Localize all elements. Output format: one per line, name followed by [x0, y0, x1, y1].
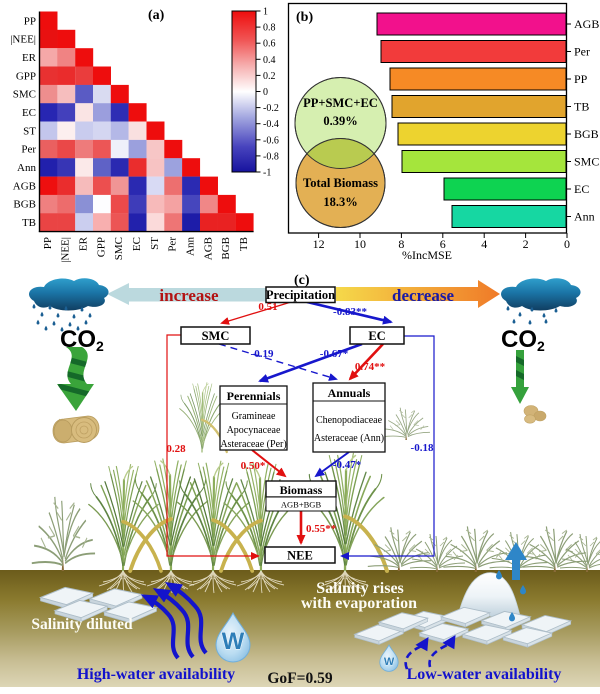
svg-text:2: 2 [523, 237, 529, 251]
svg-text:Low-water availability: Low-water availability [407, 666, 562, 683]
svg-text:-0.8: -0.8 [263, 151, 279, 162]
svg-text:AGB: AGB [574, 17, 599, 31]
svg-text:0.4: 0.4 [263, 55, 276, 66]
svg-text:PP: PP [24, 15, 36, 27]
svg-text:Asteraceae (Ann): Asteraceae (Ann) [314, 433, 384, 444]
svg-text:0: 0 [263, 87, 268, 98]
svg-text:GoF=0.59: GoF=0.59 [267, 670, 332, 687]
svg-text:W: W [384, 656, 395, 668]
svg-text:Ann: Ann [185, 237, 197, 256]
svg-text:EC: EC [131, 237, 143, 251]
svg-text:AGB: AGB [202, 237, 214, 260]
svg-text:Apocynaceae: Apocynaceae [227, 425, 281, 436]
svg-text:0.39%: 0.39% [323, 114, 357, 128]
svg-text:Biomass: Biomass [280, 483, 323, 497]
svg-text:decrease: decrease [392, 286, 454, 305]
svg-text:CO2: CO2 [501, 326, 545, 354]
svg-text:PP: PP [42, 237, 54, 249]
svg-text:Per: Per [167, 237, 179, 252]
svg-text:-0.18: -0.18 [411, 442, 434, 454]
svg-text:High-water availability: High-water availability [77, 666, 235, 683]
svg-text:%IncMSE: %IncMSE [402, 248, 452, 262]
svg-text:Perennials: Perennials [227, 389, 281, 403]
svg-text:increase: increase [159, 286, 219, 305]
svg-text:(a): (a) [148, 8, 165, 23]
svg-text:PP+SMC+EC: PP+SMC+EC [303, 96, 378, 110]
svg-text:SMC: SMC [13, 89, 36, 101]
svg-text:Salinity rises: Salinity rises [316, 580, 404, 597]
svg-text:0.28: 0.28 [166, 443, 186, 455]
svg-text:Ann: Ann [574, 210, 595, 224]
svg-text:4: 4 [481, 237, 487, 251]
svg-text:-0.4: -0.4 [263, 119, 279, 130]
svg-text:BGB: BGB [13, 199, 36, 211]
svg-text:0.55**: 0.55** [306, 523, 337, 535]
svg-text:W: W [222, 628, 245, 655]
svg-text:Gramineae: Gramineae [232, 411, 276, 422]
svg-text:Asteraceae (Per): Asteraceae (Per) [220, 439, 286, 450]
svg-text:-0.83**: -0.83** [333, 306, 367, 318]
svg-text:-0.6: -0.6 [263, 135, 279, 146]
svg-text:TB: TB [238, 237, 250, 251]
svg-text:BGB: BGB [220, 237, 232, 260]
svg-text:ST: ST [149, 237, 161, 250]
svg-text:NEE: NEE [287, 549, 313, 563]
svg-text:(c): (c) [294, 273, 310, 288]
svg-text:-0.19: -0.19 [251, 348, 274, 360]
svg-text:-0.47*: -0.47* [333, 459, 362, 471]
svg-text:0.6: 0.6 [263, 39, 276, 50]
svg-text:TB: TB [22, 217, 36, 229]
svg-text:Total Biomass: Total Biomass [303, 176, 378, 190]
svg-text:1: 1 [263, 7, 268, 18]
svg-text:|NEE|: |NEE| [60, 237, 72, 263]
svg-text:0.2: 0.2 [263, 71, 276, 82]
svg-text:12: 12 [313, 237, 325, 251]
svg-text:Precipitation: Precipitation [266, 288, 335, 302]
svg-text:TB: TB [574, 100, 589, 114]
svg-text:SMC: SMC [113, 237, 125, 260]
svg-text:10: 10 [354, 237, 366, 251]
svg-text:6: 6 [440, 237, 446, 251]
svg-text:0: 0 [564, 237, 570, 251]
svg-text:Ann: Ann [17, 162, 36, 174]
svg-text:EC: EC [22, 107, 36, 119]
svg-text:Salinity diluted: Salinity diluted [31, 616, 133, 633]
svg-text:Chenopodiaceae: Chenopodiaceae [316, 415, 383, 426]
svg-text:0.8: 0.8 [263, 23, 276, 34]
svg-text:0.51: 0.51 [258, 301, 277, 313]
svg-text:BGB: BGB [574, 127, 599, 141]
svg-text:SMC: SMC [574, 155, 599, 169]
svg-text:GPP: GPP [16, 70, 36, 82]
svg-text:Annuals: Annuals [328, 386, 371, 400]
svg-text:8: 8 [398, 237, 404, 251]
svg-text:GPP: GPP [95, 237, 107, 257]
svg-text:-0.67*: -0.67* [320, 348, 349, 360]
svg-text:-1: -1 [263, 168, 271, 179]
svg-text:EC: EC [368, 329, 385, 343]
svg-text:PP: PP [574, 72, 588, 86]
svg-text:-0.2: -0.2 [263, 103, 279, 114]
svg-text:0.74**: 0.74** [355, 361, 386, 373]
svg-text:AGB+BGB: AGB+BGB [281, 500, 322, 510]
svg-text:|NEE|: |NEE| [10, 34, 36, 46]
svg-text:Per: Per [21, 144, 36, 156]
svg-text:ER: ER [22, 52, 37, 64]
svg-text:ST: ST [23, 125, 36, 137]
svg-text:(b): (b) [296, 10, 313, 25]
svg-text:with evaporation: with evaporation [301, 595, 417, 612]
svg-text:0.50*: 0.50* [241, 460, 266, 472]
svg-text:AGB: AGB [13, 180, 36, 192]
svg-text:Per: Per [574, 45, 590, 59]
svg-text:18.3%: 18.3% [323, 195, 357, 209]
svg-text:SMC: SMC [202, 329, 230, 343]
svg-text:ER: ER [78, 236, 90, 251]
svg-text:EC: EC [574, 182, 589, 196]
